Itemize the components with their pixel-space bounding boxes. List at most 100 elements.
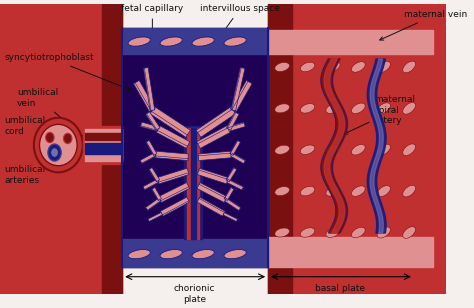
Text: umbilical
vein: umbilical vein [17,88,96,147]
Polygon shape [122,28,268,54]
Polygon shape [198,168,228,184]
Polygon shape [134,80,155,112]
Ellipse shape [326,186,340,196]
Ellipse shape [326,228,340,237]
Polygon shape [225,198,241,211]
Ellipse shape [301,103,315,113]
Ellipse shape [403,61,416,73]
Ellipse shape [377,227,391,238]
Polygon shape [143,179,159,190]
Ellipse shape [51,148,58,157]
Ellipse shape [352,144,365,155]
Ellipse shape [352,62,365,72]
Polygon shape [197,183,227,203]
Polygon shape [230,153,246,164]
Ellipse shape [301,145,315,155]
Polygon shape [268,4,446,294]
Ellipse shape [377,61,391,72]
Polygon shape [160,197,190,216]
Ellipse shape [403,103,416,114]
Ellipse shape [275,228,290,237]
Ellipse shape [377,103,391,114]
Ellipse shape [301,228,315,237]
Ellipse shape [275,63,290,71]
Ellipse shape [403,227,416,238]
Ellipse shape [48,144,61,161]
Polygon shape [146,198,161,211]
Polygon shape [140,122,159,131]
Polygon shape [184,126,202,239]
Polygon shape [149,168,160,182]
Ellipse shape [160,249,182,259]
Ellipse shape [224,249,246,259]
Text: syncytiotrophoblast: syncytiotrophoblast [5,53,131,90]
Polygon shape [197,197,225,216]
Polygon shape [156,126,190,148]
Polygon shape [85,133,122,140]
Polygon shape [146,112,160,130]
Ellipse shape [160,37,182,46]
Ellipse shape [275,145,290,154]
Polygon shape [146,140,157,155]
Polygon shape [268,4,292,294]
Ellipse shape [275,104,290,113]
Polygon shape [105,129,122,159]
Polygon shape [191,128,196,239]
Polygon shape [268,30,433,54]
Ellipse shape [128,37,150,46]
Polygon shape [85,129,122,161]
Polygon shape [223,213,237,221]
Polygon shape [268,237,433,267]
Ellipse shape [403,185,416,197]
Ellipse shape [352,103,365,114]
Polygon shape [148,213,163,221]
Ellipse shape [192,37,214,46]
Ellipse shape [377,144,391,155]
Polygon shape [122,28,268,267]
Text: basal plate: basal plate [316,284,365,293]
Polygon shape [101,4,122,294]
Polygon shape [122,239,268,267]
Text: maternal
spiral
artery: maternal spiral artery [344,95,415,134]
Polygon shape [187,128,200,239]
Text: umbilical
arteries: umbilical arteries [5,141,65,185]
Text: maternal vein: maternal vein [380,10,468,40]
Text: umbilical
cord: umbilical cord [5,116,56,161]
Ellipse shape [275,187,290,196]
Ellipse shape [352,227,365,238]
Polygon shape [196,107,236,137]
Ellipse shape [301,62,315,72]
Polygon shape [0,4,122,294]
Ellipse shape [326,62,340,72]
Ellipse shape [39,124,77,166]
Polygon shape [0,4,446,294]
Ellipse shape [326,145,340,155]
Polygon shape [155,151,188,160]
Polygon shape [140,153,156,164]
Polygon shape [228,122,245,131]
Polygon shape [227,112,239,130]
Polygon shape [230,140,240,155]
Ellipse shape [377,186,391,197]
Polygon shape [226,168,237,182]
Ellipse shape [326,103,340,113]
Ellipse shape [34,118,83,172]
Polygon shape [157,168,189,184]
Ellipse shape [352,186,365,197]
Polygon shape [152,187,162,201]
Text: fetal capillary: fetal capillary [121,4,183,38]
Polygon shape [198,151,232,160]
Polygon shape [85,143,122,154]
Ellipse shape [64,133,72,144]
Polygon shape [231,67,245,111]
Polygon shape [197,126,230,148]
Ellipse shape [224,37,246,46]
Polygon shape [144,67,155,111]
Polygon shape [230,80,252,112]
Polygon shape [101,126,122,162]
Ellipse shape [128,249,150,259]
Polygon shape [227,179,244,190]
Ellipse shape [192,249,214,259]
Ellipse shape [403,144,416,156]
Polygon shape [158,183,190,203]
